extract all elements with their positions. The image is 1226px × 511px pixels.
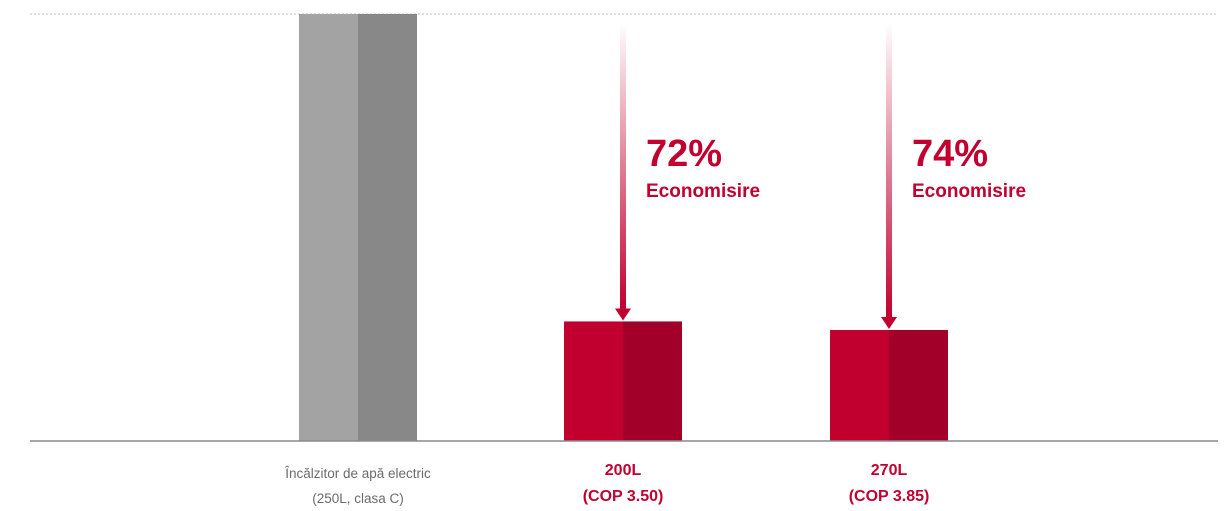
bar-1-left-face [299, 14, 358, 441]
savings-arrow-1-head [615, 308, 631, 321]
savings-percent-2: 74% [912, 133, 988, 175]
savings-label-2: Economisire [912, 181, 1026, 202]
savings-label-1: Economisire [646, 181, 760, 202]
savings-arrow-2 [881, 22, 897, 329]
bar-2-left-face [564, 321, 623, 441]
savings-percent-1: 72% [646, 133, 722, 175]
bar-1-right-face [358, 14, 417, 441]
bar-2-right-face [623, 321, 682, 441]
savings-arrow-2-shaft [886, 22, 892, 317]
category-label-1-line-1: Încălzitor de apă electric [284, 466, 431, 481]
savings-arrow-1 [615, 22, 631, 321]
annotations-layer: 72% Economisire 74% Economisire [646, 133, 1026, 202]
category-label-3-line-1: 270L [871, 462, 908, 479]
category-label-2-line-2: (COP 3.50) [583, 488, 664, 505]
savings-arrow-1-shaft [620, 22, 626, 309]
bar-3-right-face [889, 329, 948, 441]
bar-1 [299, 14, 417, 441]
category-label-2-line-1: 200L [605, 462, 642, 479]
bars-layer [299, 14, 948, 441]
arrows-layer [615, 22, 897, 329]
bar-3-left-face [830, 329, 889, 441]
labels-layer: Încălzitor de apă electric (250L, clasa C… [284, 462, 929, 506]
category-label-1-line-2: (250L, clasa C) [312, 491, 404, 506]
bar-3 [830, 329, 948, 441]
category-label-3-line-2: (COP 3.85) [849, 488, 930, 505]
bar-2 [564, 321, 682, 441]
savings-arrow-2-head [881, 316, 897, 329]
